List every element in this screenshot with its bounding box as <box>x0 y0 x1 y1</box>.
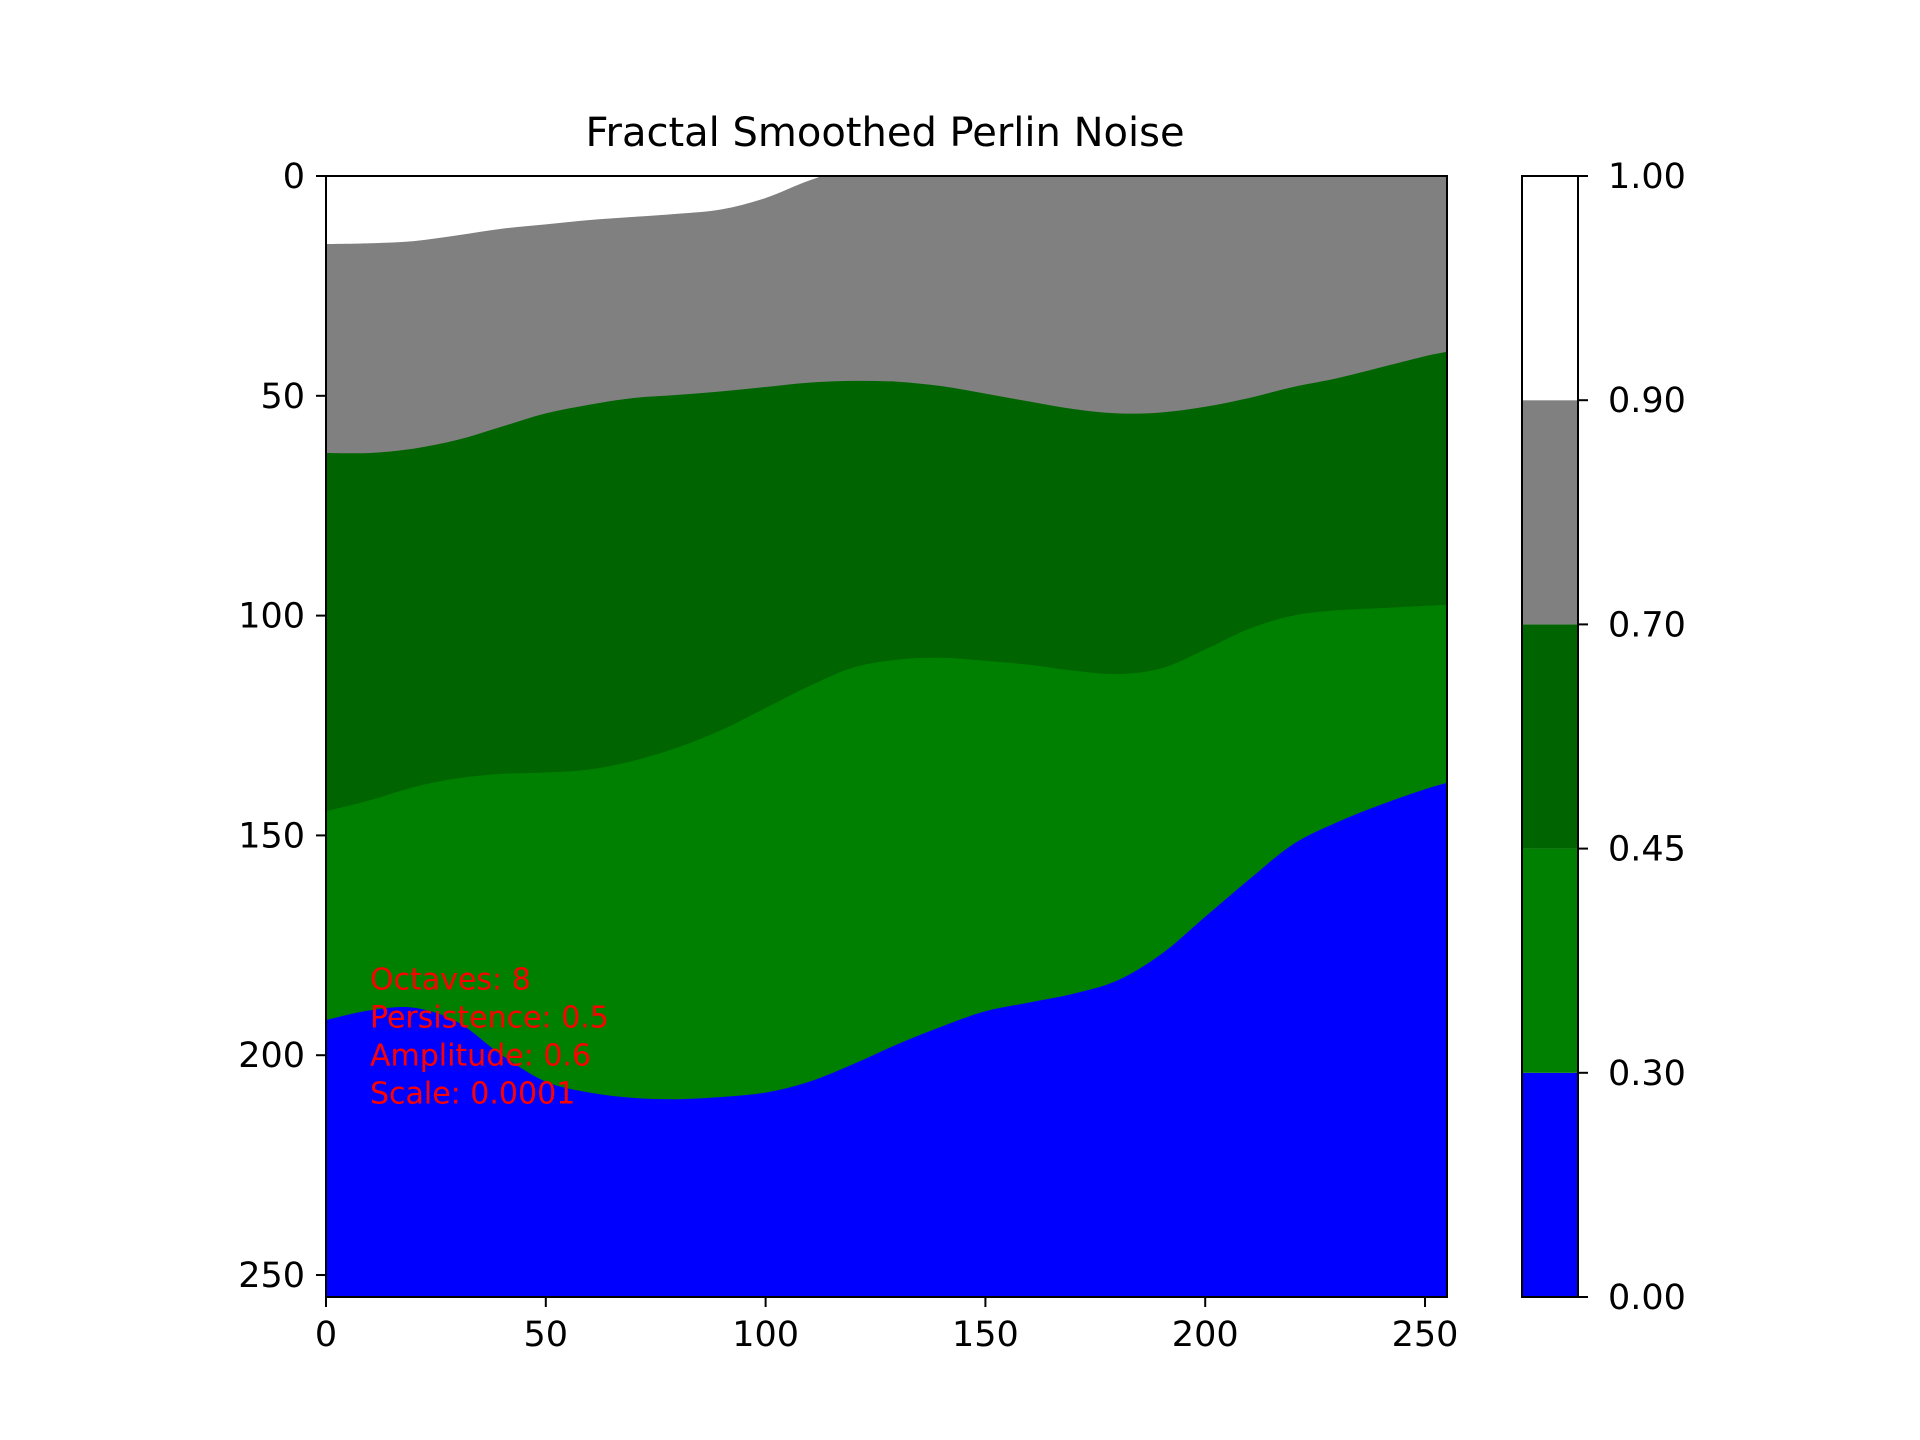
y-tick-label: 0 <box>283 157 305 197</box>
x-tick-label: 250 <box>1392 1315 1459 1355</box>
colorbar-segment <box>1522 176 1578 401</box>
x-tick-label: 200 <box>1172 1315 1239 1355</box>
y-tick-label: 250 <box>238 1256 305 1296</box>
y-tick-label: 100 <box>238 597 305 637</box>
x-axis: 0 50 100 150 200 250 <box>315 1297 1459 1355</box>
plot-frame <box>325 175 1448 1298</box>
annotation-line: Persistence: 0.5 <box>370 1000 609 1035</box>
y-axis: 0 50 100 150 200 250 <box>238 157 326 1296</box>
x-tick-label: 150 <box>952 1315 1019 1355</box>
y-tick-label: 50 <box>260 377 305 417</box>
x-tick-label: 50 <box>524 1315 569 1355</box>
annotation-line: Amplitude: 0.6 <box>370 1038 591 1073</box>
colorbar-tick-label: 0.00 <box>1608 1278 1686 1318</box>
noise-bands <box>326 176 1447 1297</box>
y-tick-label: 150 <box>238 816 305 856</box>
colorbar-segment <box>1522 1072 1578 1297</box>
colorbar-tick-label: 0.90 <box>1608 381 1686 421</box>
colorbar: 0.00 0.30 0.45 0.70 0.90 1.00 <box>1521 157 1686 1318</box>
y-tick-label: 200 <box>238 1036 305 1076</box>
colorbar-tick-label: 0.30 <box>1608 1054 1686 1094</box>
colorbar-tick-label: 1.00 <box>1608 157 1686 197</box>
colorbar-segment <box>1522 400 1578 625</box>
annotation-line: Scale: 0.0001 <box>370 1076 575 1111</box>
x-tick-label: 100 <box>732 1315 799 1355</box>
colorbar-tick-label: 0.45 <box>1608 830 1686 870</box>
chart-title: Fractal Smoothed Perlin Noise <box>585 110 1184 156</box>
colorbar-tick-label: 0.70 <box>1608 605 1686 645</box>
band-blue <box>326 782 1447 1297</box>
colorbar-segment <box>1522 848 1578 1073</box>
x-tick-label: 0 <box>315 1315 337 1355</box>
colorbar-ticks: 0.00 0.30 0.45 0.70 0.90 1.00 <box>1578 157 1686 1318</box>
colorbar-segments <box>1522 176 1578 1297</box>
colorbar-frame <box>1521 175 1579 1298</box>
annotation-line: Octaves: 8 <box>370 962 531 997</box>
colorbar-segment <box>1522 624 1578 849</box>
